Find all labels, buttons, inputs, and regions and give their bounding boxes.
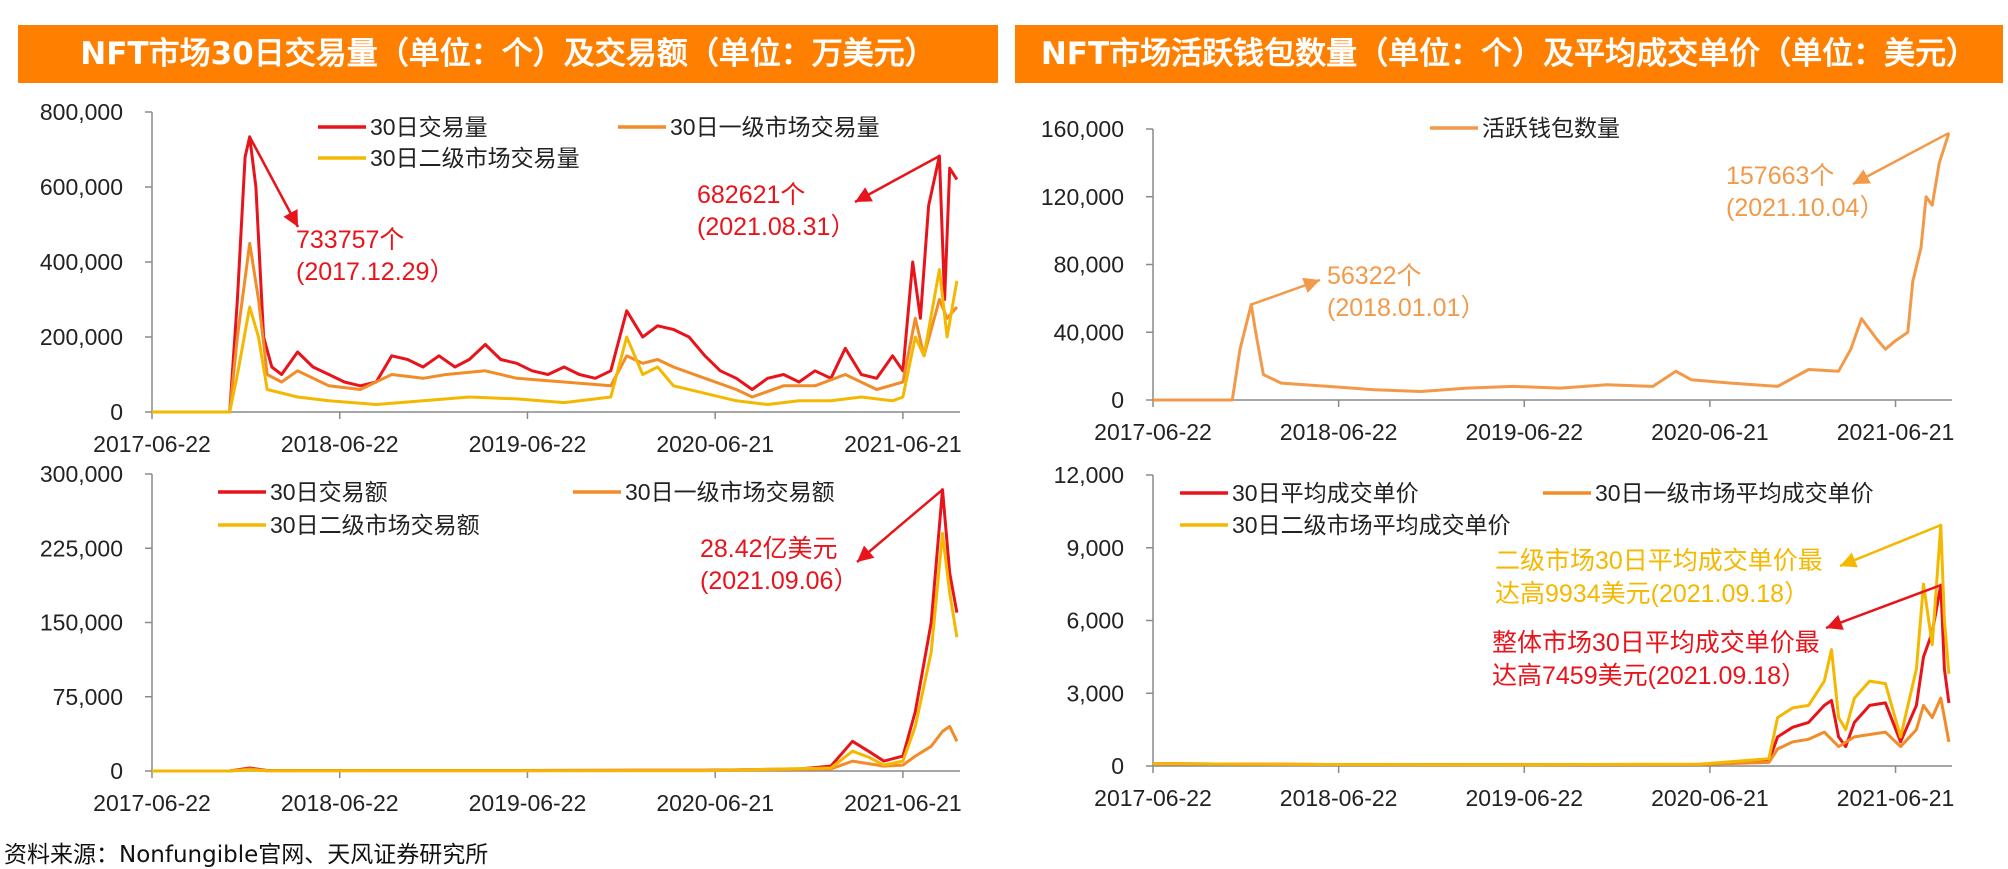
x-tick-label: 2018-06-22 bbox=[281, 431, 399, 457]
annotation-arrow bbox=[248, 136, 300, 228]
series-line-1 bbox=[152, 135, 959, 414]
x-tick-label: 2019-06-22 bbox=[1465, 785, 1583, 811]
x-tick-label: 2021-06-21 bbox=[844, 431, 962, 457]
annotation-volume-peak-2017: 733757个 (2017.12.29） bbox=[248, 136, 454, 286]
y-tick-label: 12,000 bbox=[1054, 462, 1124, 488]
x-tick-label: 2019-06-22 bbox=[1465, 419, 1583, 445]
annotation-arrowhead bbox=[1853, 169, 1871, 184]
series-line-3 bbox=[152, 531, 959, 773]
y-tick-label: 300,000 bbox=[40, 462, 123, 487]
annotation-text: 28.42亿美元 bbox=[700, 535, 838, 563]
source-note: 资料来源：Nonfungible官网、天风证券研究所 bbox=[4, 842, 489, 868]
annotation-arrowhead bbox=[1302, 277, 1320, 293]
annotation-arrow bbox=[856, 488, 944, 563]
annotation-text: 56322个 bbox=[1327, 262, 1422, 290]
y-tick-label: 150,000 bbox=[40, 610, 123, 636]
annotation-arrow bbox=[1852, 131, 1950, 186]
y-tick-label: 160,000 bbox=[1041, 116, 1124, 142]
y-tick-label: 9,000 bbox=[1066, 535, 1124, 561]
y-tick-label: 120,000 bbox=[1041, 184, 1124, 210]
annotation-arrow bbox=[854, 154, 941, 204]
series-line-3 bbox=[152, 268, 959, 414]
annotation-amount-peak: 28.42亿美元 (2021.09.06） bbox=[700, 488, 944, 595]
x-tick-label: 2017-06-22 bbox=[1094, 785, 1212, 811]
y-tick-label: 800,000 bbox=[40, 99, 123, 125]
y-tick-label: 225,000 bbox=[40, 535, 123, 561]
x-tick-label: 2017-06-22 bbox=[1094, 419, 1212, 445]
x-tick-label: 2019-06-22 bbox=[469, 790, 587, 816]
y-tick-label: 40,000 bbox=[1054, 319, 1124, 345]
x-tick-label: 2021-06-21 bbox=[844, 790, 962, 816]
chart-amount: 300,000 225,000 150,000 75,000 0 2017-06-22 20… bbox=[40, 462, 962, 816]
header-wallets-price: NFT市场活跃钱包数量（单位：个）及平均成交单价（单位：美元） bbox=[1015, 25, 2003, 83]
legend-label: 30日二级市场平均成交单价 bbox=[1232, 512, 1511, 538]
annotation-arrowhead bbox=[857, 545, 875, 562]
y-tick-label: 75,000 bbox=[53, 684, 123, 710]
series-line-2 bbox=[1152, 696, 1951, 767]
y-tick-label: 3,000 bbox=[1066, 680, 1124, 706]
legend-label: 30日平均成交单价 bbox=[1232, 480, 1419, 506]
chart-wallets: 160,000 120,000 80,000 40,000 0 2017-06-22 201… bbox=[1041, 115, 1955, 445]
y-tick-label: 80,000 bbox=[1054, 252, 1124, 278]
y-tick-label: 0 bbox=[110, 399, 123, 425]
annotation-text: (2018.01.01） bbox=[1327, 294, 1485, 322]
annotation-text: 682621个 bbox=[697, 181, 805, 209]
annotation-arrowhead bbox=[283, 209, 298, 227]
y-tick-label: 0 bbox=[1111, 387, 1124, 413]
annotation-text: 达高7459美元(2021.09.18） bbox=[1492, 662, 1806, 690]
x-tick-label: 2018-06-22 bbox=[1280, 785, 1398, 811]
x-tick-label: 2018-06-22 bbox=[281, 790, 399, 816]
annotation-text: 达高9934美元(2021.09.18） bbox=[1495, 580, 1809, 608]
x-tick-label: 2019-06-22 bbox=[469, 431, 587, 457]
series-line-3 bbox=[1152, 523, 1951, 767]
y-tick-label: 0 bbox=[1111, 753, 1124, 779]
annotation-arrow bbox=[1825, 583, 1942, 630]
chart-avgprice: 12,000 9,000 6,000 3,000 0 2017-06-22 2018-06-… bbox=[1054, 462, 1955, 811]
legend-label: 30日二级市场交易额 bbox=[270, 512, 480, 538]
y-tick-label: 6,000 bbox=[1066, 608, 1124, 634]
annotation-volume-peak-2021: 682621个 (2021.08.31） bbox=[697, 154, 941, 241]
legend-label: 30日交易量 bbox=[370, 114, 488, 140]
x-tick-label: 2021-06-21 bbox=[1837, 785, 1955, 811]
annotation-text: 整体市场30日平均成交单价最 bbox=[1492, 629, 1820, 657]
x-tick-label: 2020-06-21 bbox=[1651, 785, 1769, 811]
x-tick-label: 2018-06-22 bbox=[1280, 419, 1398, 445]
x-tick-label: 2017-06-22 bbox=[93, 431, 211, 457]
annotation-text: (2017.12.29） bbox=[296, 258, 454, 286]
annotation-arrowhead bbox=[1826, 614, 1844, 630]
x-tick-label: 2021-06-21 bbox=[1837, 419, 1955, 445]
annotation-text: 二级市场30日平均成交单价最 bbox=[1495, 547, 1823, 575]
legend-label: 30日交易额 bbox=[270, 479, 388, 505]
annotation-arrowhead bbox=[1840, 552, 1858, 568]
annotation-text: (2021.08.31） bbox=[697, 213, 855, 241]
annotation-arrow bbox=[1839, 523, 1942, 568]
header-volume-amount: NFT市场30日交易量（单位：个）及交易额（单位：万美元） bbox=[18, 25, 998, 83]
annotation-text: 733757个 bbox=[296, 226, 404, 254]
x-tick-label: 2020-06-21 bbox=[656, 431, 774, 457]
x-tick-label: 2017-06-22 bbox=[93, 790, 211, 816]
series-line-2 bbox=[152, 241, 959, 414]
legend-label: 30日一级市场交易额 bbox=[625, 479, 835, 505]
annotation-text: (2021.10.04） bbox=[1726, 194, 1884, 222]
y-tick-label: 200,000 bbox=[40, 324, 123, 350]
chart-volume: 800,000 600,000 400,000 200,000 0 2017-06-22 2… bbox=[40, 99, 962, 457]
y-tick-label: 600,000 bbox=[40, 174, 123, 200]
legend-label: 30日一级市场平均成交单价 bbox=[1595, 480, 1874, 506]
annotation-wallet-peak-2021: 157663个 (2021.10.04） bbox=[1726, 131, 1950, 222]
y-tick-label: 400,000 bbox=[40, 249, 123, 275]
annotation-wallet-peak-2018: 56322个 (2018.01.01） bbox=[1250, 262, 1485, 322]
legend-label: 30日一级市场交易量 bbox=[670, 114, 880, 140]
legend-label: 30日二级市场交易量 bbox=[370, 145, 580, 171]
x-tick-label: 2020-06-21 bbox=[1651, 419, 1769, 445]
series-line-1 bbox=[1153, 132, 1951, 402]
annotation-text: 157663个 bbox=[1726, 162, 1834, 190]
legend-label: 活跃钱包数量 bbox=[1482, 115, 1620, 141]
annotation-arrowhead bbox=[855, 187, 873, 202]
y-tick-label: 0 bbox=[110, 758, 123, 784]
annotation-text: (2021.09.06） bbox=[700, 567, 858, 595]
x-tick-label: 2020-06-21 bbox=[656, 790, 774, 816]
